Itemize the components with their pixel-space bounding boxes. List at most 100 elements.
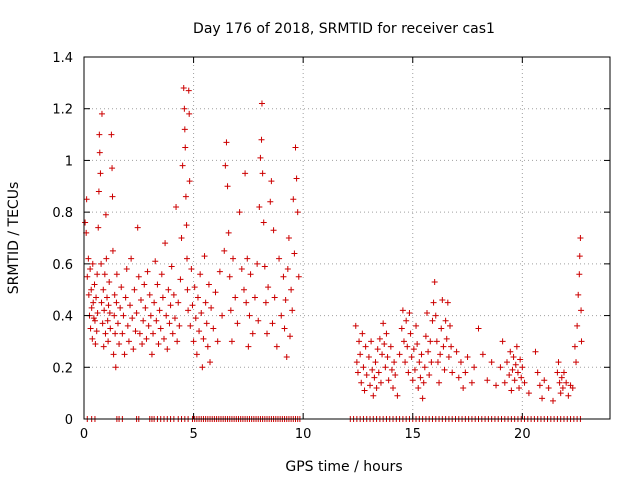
data-point [102,211,109,218]
data-point [258,100,265,107]
data-point [242,170,249,177]
data-point [405,369,412,376]
data-point [87,325,94,332]
data-point [171,315,178,322]
data-point [255,317,262,324]
data-point [368,338,375,345]
data-point [440,343,447,350]
data-point [381,341,388,348]
data-point [419,395,426,402]
data-point [358,379,365,386]
data-point [95,224,102,231]
data-point [377,379,384,386]
data-point [201,253,208,260]
data-point [232,294,239,301]
data-point [164,346,171,353]
data-point [260,219,267,226]
data-point [420,379,427,386]
data-point [167,302,174,309]
x-tick-label: 20 [514,427,531,442]
data-point [288,286,295,293]
data-point [95,188,102,195]
data-point [175,299,182,306]
data-point [228,338,235,345]
data-point [390,384,397,391]
data-point [382,364,389,371]
data-point [409,377,416,384]
data-point [128,255,135,262]
data-point [376,335,383,342]
data-point [163,312,170,319]
data-point [129,315,136,322]
data-point [400,338,407,345]
data-point [159,294,166,301]
data-point [418,351,425,358]
data-point [143,335,150,342]
data-point [227,307,234,314]
data-point [560,369,567,376]
data-point [407,330,414,337]
data-point [259,170,266,177]
data-point [181,126,188,133]
data-point [133,309,140,316]
data-point [427,338,434,345]
data-point [445,353,452,360]
data-point [525,390,532,397]
data-point [192,315,199,322]
data-point [88,304,95,311]
data-point [444,299,451,306]
x-tick-label: 10 [295,427,312,442]
data-point [385,377,392,384]
data-point [372,359,379,366]
data-point [436,379,443,386]
data-point [202,299,209,306]
data-point [182,144,189,151]
data-point [369,366,376,373]
data-point [503,359,510,366]
data-point [117,304,124,311]
data-point [122,294,129,301]
data-point [514,369,521,376]
data-point [269,320,276,327]
data-point [359,330,366,337]
data-point [113,271,120,278]
data-point [174,338,181,345]
data-point [145,322,152,329]
data-point [98,299,105,306]
data-point [203,320,210,327]
data-point [208,304,215,311]
data-point [457,359,464,366]
data-point [234,320,241,327]
data-point [185,87,192,94]
data-point [460,384,467,391]
data-point [268,178,275,185]
data-point [106,309,113,316]
data-point [170,291,177,298]
data-point [191,284,198,291]
data-point [243,299,250,306]
data-point [180,85,187,92]
data-point [132,328,139,335]
data-point [449,369,456,376]
data-point [98,110,105,117]
data-point [425,348,432,355]
data-point [270,227,277,234]
data-point [423,309,430,316]
data-point [111,312,118,319]
data-point [212,289,219,296]
data-point [541,377,548,384]
data-point [508,387,515,394]
data-point [90,299,97,306]
data-point [293,175,300,182]
data-point [197,271,204,278]
data-point [261,263,268,270]
data-point [402,359,409,366]
data-point [94,309,101,316]
data-point [190,338,197,345]
data-point [178,235,185,241]
data-point [240,286,247,293]
data-point [387,343,394,350]
data-point [207,359,214,366]
data-point [433,338,440,345]
data-point [512,361,519,368]
